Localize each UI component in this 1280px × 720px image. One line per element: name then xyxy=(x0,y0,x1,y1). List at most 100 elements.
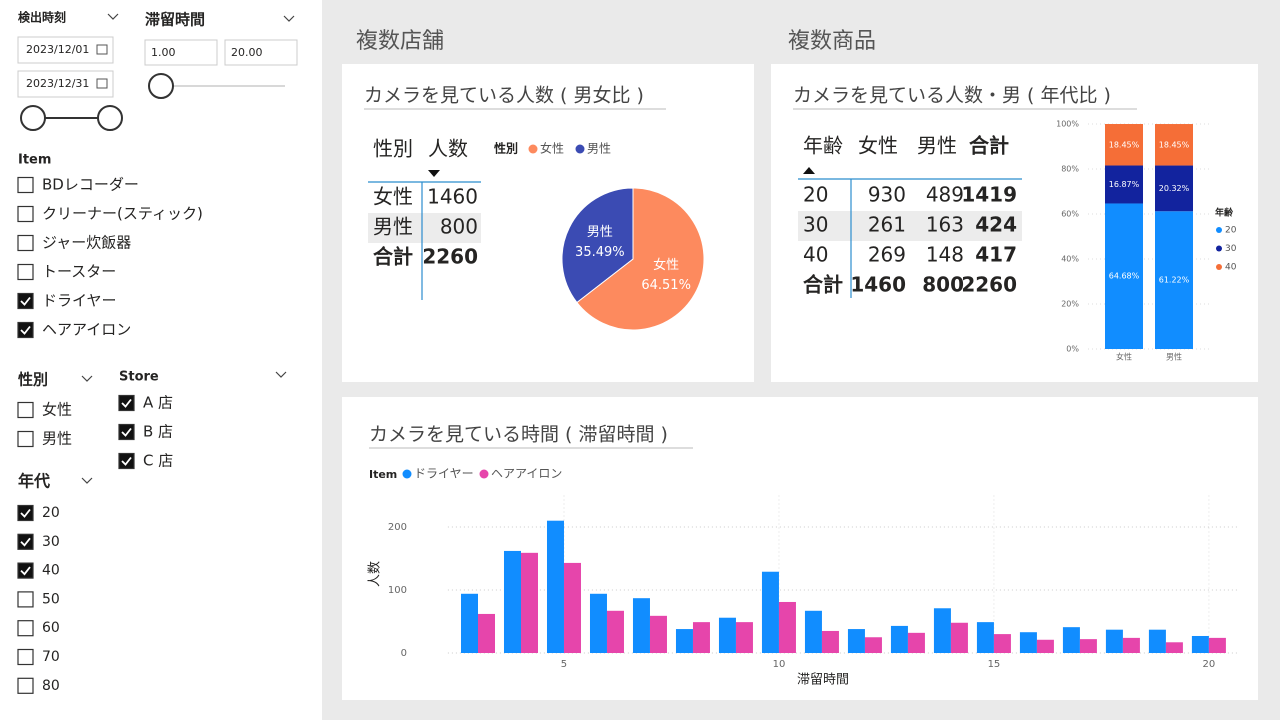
option-label: 女性 xyxy=(42,401,72,419)
checkbox[interactable] xyxy=(17,205,34,223)
x-tick-label: 15 xyxy=(988,659,1001,670)
legend-dot xyxy=(575,144,585,154)
bar-segment xyxy=(1155,211,1193,349)
table-header: 合計 xyxy=(969,134,1009,158)
bar xyxy=(864,637,882,653)
chevron[interactable] xyxy=(81,375,93,382)
checkbox[interactable] xyxy=(118,452,135,470)
table-cell: 男性 xyxy=(373,215,413,239)
sort-arrow xyxy=(428,170,440,177)
number-text: 20.00 xyxy=(231,46,263,59)
slider-handle[interactable] xyxy=(20,105,46,131)
checkbox[interactable] xyxy=(118,423,135,441)
y-tick-label: 20% xyxy=(1061,300,1079,309)
bar-segment xyxy=(1105,203,1143,349)
y-tick-label: 40% xyxy=(1061,255,1079,264)
checkbox[interactable] xyxy=(17,562,34,579)
section-title: 複数店舗 xyxy=(356,29,444,54)
bar xyxy=(1191,635,1209,653)
chevron[interactable] xyxy=(275,371,287,378)
bar xyxy=(589,593,607,653)
table-cell: 261 xyxy=(868,213,906,237)
option-label: クリーナー(スティック) xyxy=(42,205,203,223)
row-band xyxy=(368,213,481,243)
bar-segment xyxy=(1155,165,1193,212)
table-cell: 489 xyxy=(926,183,964,207)
section-title: 複数商品 xyxy=(788,29,876,54)
legend-label: 40 xyxy=(1225,263,1237,273)
checkbox[interactable] xyxy=(17,591,34,608)
total-cell: 合計 xyxy=(803,273,843,297)
total-cell: 2260 xyxy=(422,245,478,269)
checkbox[interactable] xyxy=(17,401,34,419)
number-input[interactable] xyxy=(224,39,298,66)
checkbox[interactable] xyxy=(17,234,34,252)
y-tick-label: 0 xyxy=(401,648,407,659)
chevron[interactable] xyxy=(283,15,295,22)
check-mark xyxy=(20,566,31,576)
bar xyxy=(847,629,865,653)
legend-dot xyxy=(1216,264,1222,270)
checkbox[interactable] xyxy=(17,648,34,666)
bar xyxy=(804,610,822,653)
bar-segment xyxy=(1105,165,1143,204)
bar xyxy=(1079,639,1097,653)
checkbox[interactable] xyxy=(17,176,34,194)
number-input[interactable] xyxy=(144,39,218,66)
legend-label: 20 xyxy=(1225,226,1237,236)
checkbox[interactable] xyxy=(17,504,34,522)
filter-title: 検出時刻 xyxy=(18,10,66,25)
checkbox[interactable] xyxy=(17,263,34,281)
check-mark xyxy=(20,325,31,335)
option-label: C 店 xyxy=(143,452,173,470)
chevron[interactable] xyxy=(107,13,119,20)
checkbox[interactable] xyxy=(17,533,34,550)
bar xyxy=(890,625,908,653)
table-cell: 800 xyxy=(440,215,478,239)
bar xyxy=(976,622,994,653)
checkbox[interactable] xyxy=(17,677,34,694)
chevron[interactable] xyxy=(81,477,93,484)
option-label: 80 xyxy=(42,678,60,694)
legend-dot xyxy=(1216,245,1222,252)
bar-segment xyxy=(1105,124,1143,166)
bar xyxy=(606,610,624,653)
slider-handle[interactable] xyxy=(148,73,174,99)
bar xyxy=(933,608,951,653)
visual-title: カメラを見ている時間 ( 滞留時間 ) xyxy=(369,424,668,446)
bar xyxy=(993,634,1011,653)
legend-label: 30 xyxy=(1225,244,1237,254)
filter-pane xyxy=(0,0,322,720)
pie-slice xyxy=(561,187,634,304)
bar xyxy=(1105,629,1123,653)
option-label: 70 xyxy=(42,649,60,665)
y-tick-label: 60% xyxy=(1061,210,1079,219)
bar xyxy=(735,622,753,653)
total-cell: 1460 xyxy=(850,273,906,297)
y-tick-label: 80% xyxy=(1061,165,1079,174)
table-cell: 417 xyxy=(975,243,1017,267)
bar xyxy=(718,617,736,653)
checkbox[interactable] xyxy=(17,321,34,339)
bar-segment xyxy=(1155,124,1193,166)
y-tick-label: 0% xyxy=(1066,345,1079,354)
check-mark xyxy=(20,296,31,306)
slice-value: 35.49% xyxy=(575,245,625,260)
x-tick-label: 男性 xyxy=(1166,352,1182,362)
checkbox[interactable] xyxy=(17,292,34,310)
slider-handle[interactable] xyxy=(97,105,123,131)
checkbox[interactable] xyxy=(17,430,34,448)
check-mark xyxy=(20,508,31,518)
checkbox[interactable] xyxy=(118,394,135,412)
option-label: 20 xyxy=(42,505,60,521)
option-label: 50 xyxy=(42,591,60,607)
bar xyxy=(1148,629,1166,653)
table-cell: 269 xyxy=(868,243,906,267)
calendar-icon xyxy=(96,44,108,55)
total-cell: 800 xyxy=(922,273,964,297)
checkbox[interactable] xyxy=(17,620,34,637)
data-label: 18.45% xyxy=(1109,140,1140,149)
bar xyxy=(778,601,796,653)
legend-title: 年齢 xyxy=(1215,207,1234,219)
